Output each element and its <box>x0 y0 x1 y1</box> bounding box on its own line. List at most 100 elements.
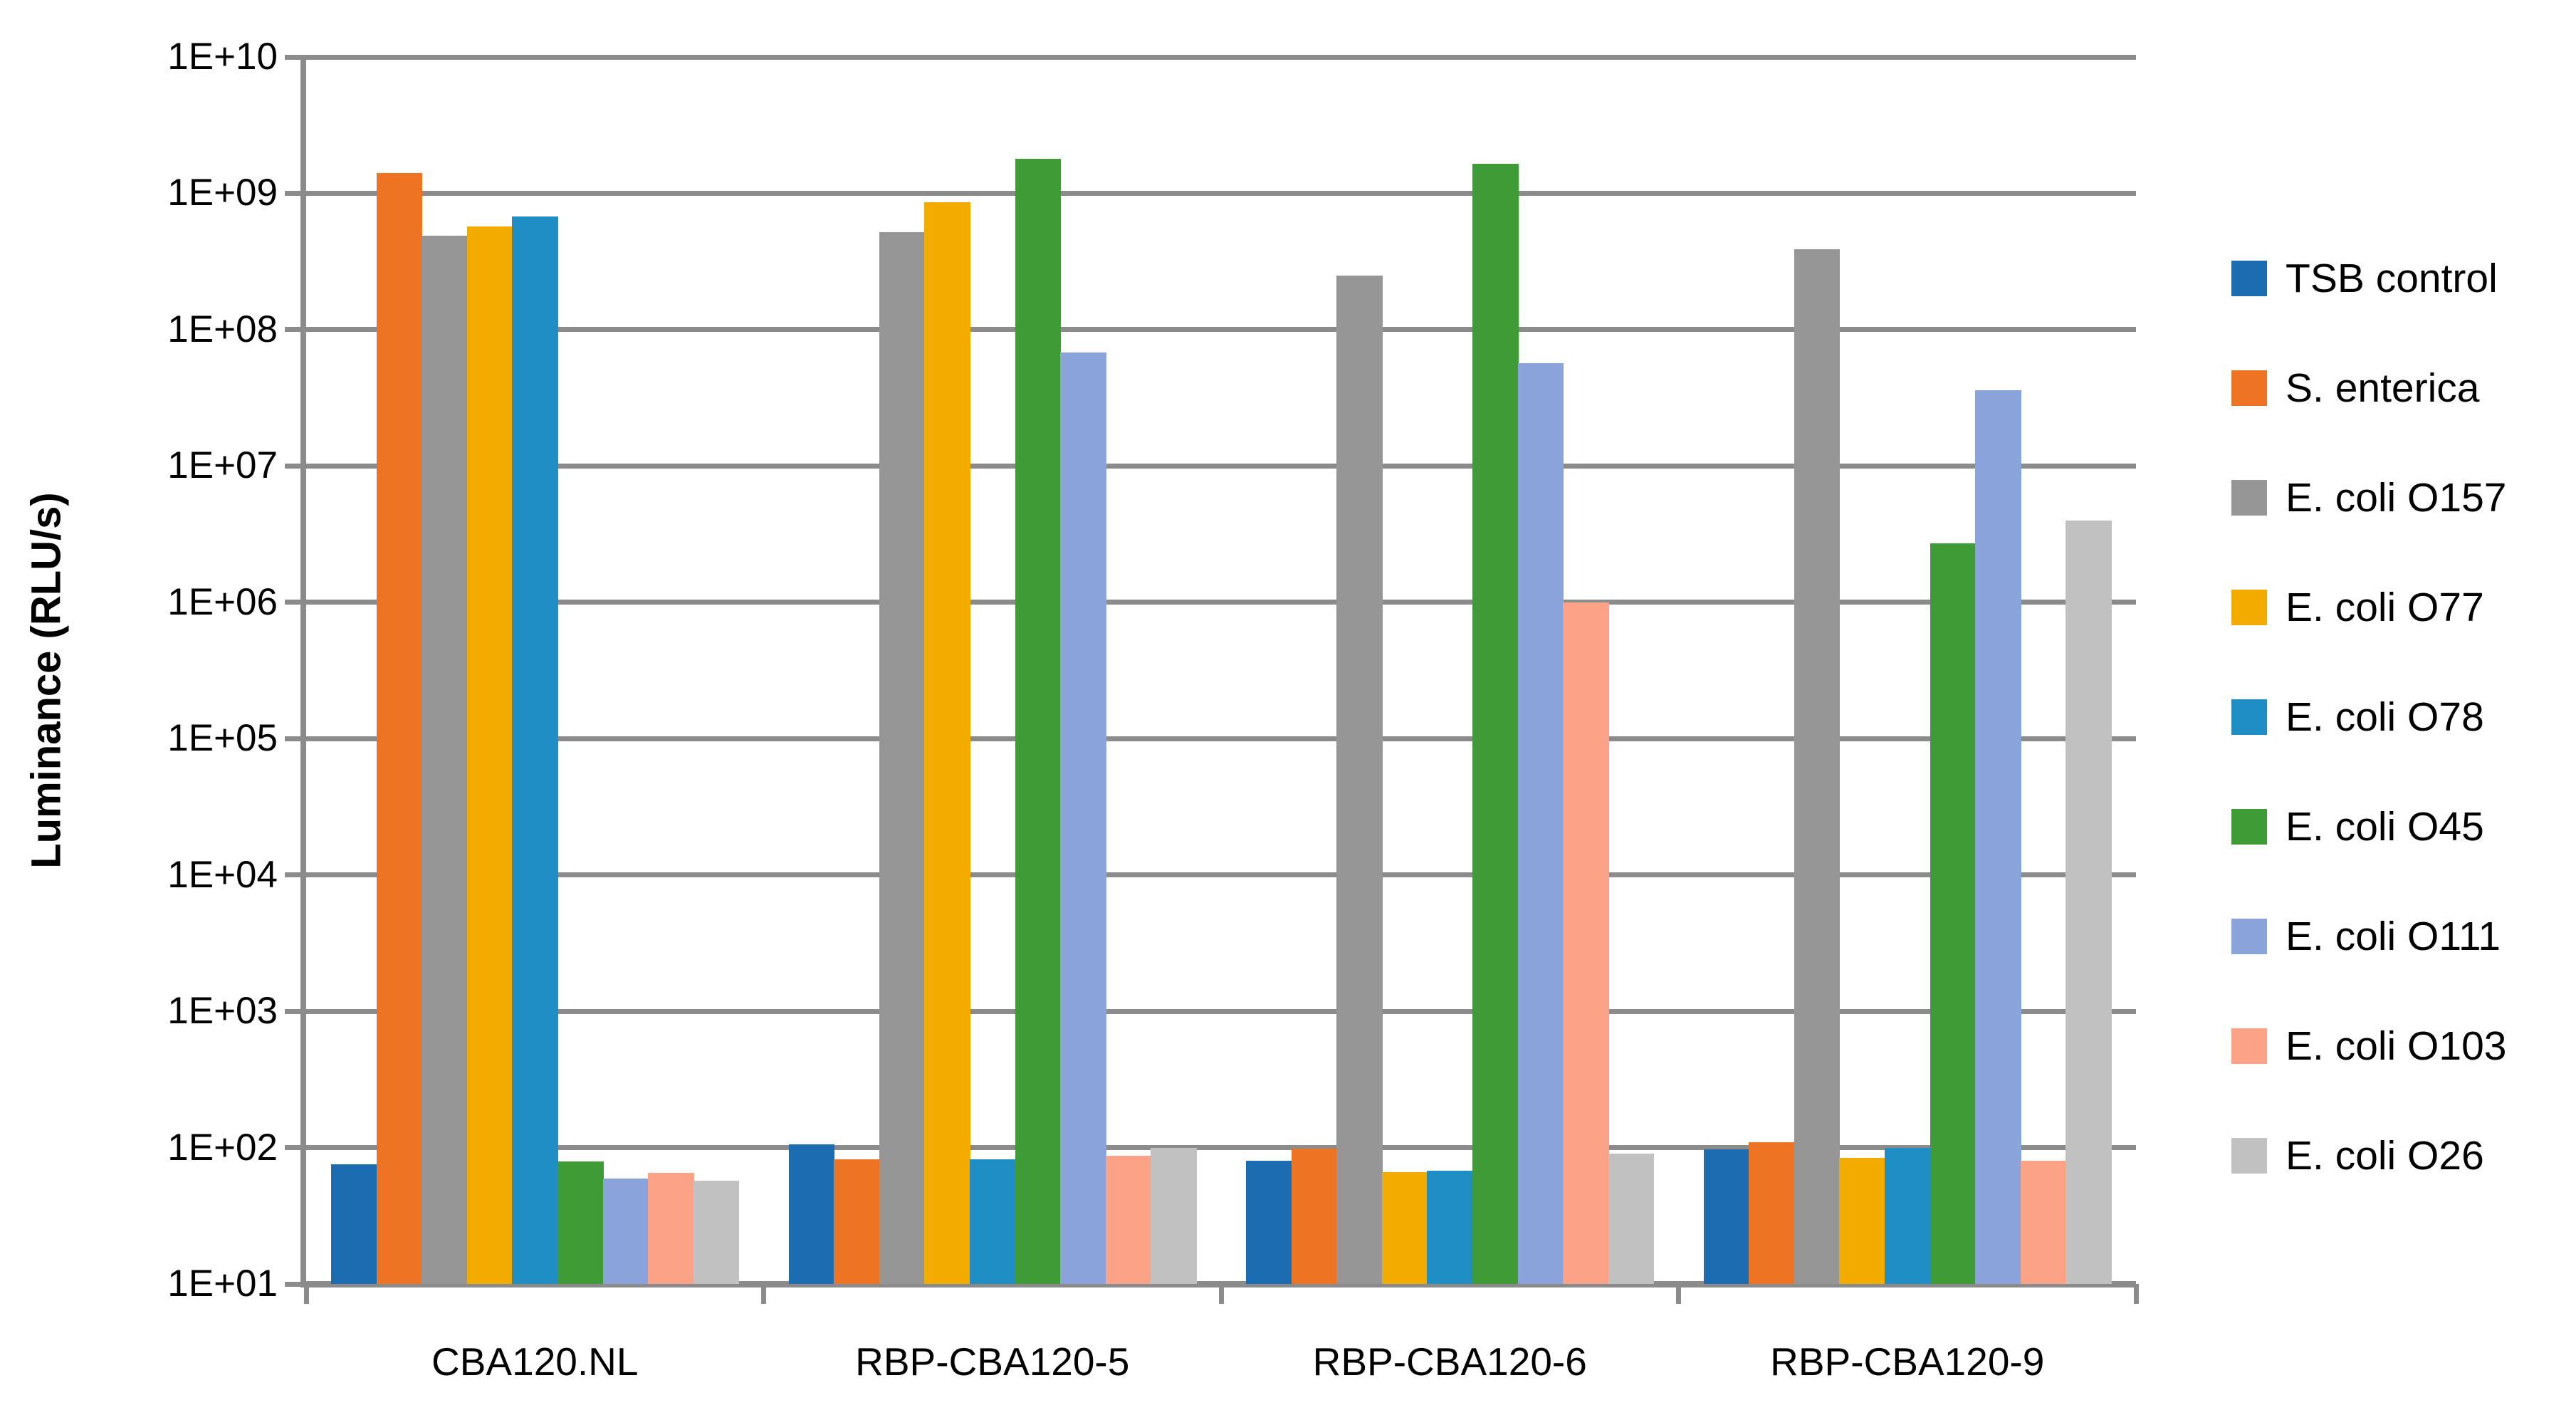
bar-e-coli-o78 <box>1884 1147 1931 1284</box>
bar-s-enterica <box>1291 1149 1338 1284</box>
legend-item: E. coli O45 <box>2231 804 2484 850</box>
legend-label: E. coli O78 <box>2286 694 2484 740</box>
legend-label: E. coli O103 <box>2286 1023 2507 1069</box>
legend-item: E. coli O103 <box>2231 1023 2507 1069</box>
bar-s-enterica <box>834 1159 880 1284</box>
gridline <box>306 463 2136 469</box>
bar-e-coli-o157 <box>422 235 468 1284</box>
y-tick-label: 1E+03 <box>167 990 278 1033</box>
y-tick-label: 1E+01 <box>167 1263 278 1305</box>
x-category-label: RBP-CBA120-6 <box>1312 1339 1587 1384</box>
x-axis-tick <box>761 1284 766 1304</box>
legend-label: S. enterica <box>2286 365 2480 411</box>
bar-e-coli-o78 <box>1427 1170 1474 1284</box>
y-axis-tick <box>285 1281 306 1287</box>
bar-tsb-control <box>788 1144 835 1284</box>
legend-item: E. coli O26 <box>2231 1133 2484 1179</box>
legend-swatch-icon <box>2231 699 2267 735</box>
bar-e-coli-o78 <box>512 216 559 1284</box>
y-axis-tick <box>285 872 306 878</box>
bar-e-coli-o26 <box>1151 1147 1197 1284</box>
y-axis-tick <box>285 736 306 741</box>
bar-e-coli-o111 <box>1975 390 2021 1284</box>
y-tick-label: 1E+09 <box>167 172 278 214</box>
bar-e-coli-o77 <box>924 202 970 1284</box>
legend-swatch-icon <box>2231 1028 2267 1064</box>
gridline <box>306 327 2136 333</box>
legend-item: E. coli O111 <box>2231 914 2501 959</box>
legend-label: TSB control <box>2286 256 2498 301</box>
x-axis-line <box>300 1281 2136 1288</box>
gridline <box>306 1145 2136 1151</box>
bar-e-coli-o157 <box>879 231 926 1284</box>
bar-e-coli-o103 <box>648 1173 694 1284</box>
y-axis-title: Luminance (RLU/s) <box>23 492 70 869</box>
x-axis-tick <box>303 1284 309 1304</box>
legend-swatch-icon <box>2231 919 2267 954</box>
legend-item: E. coli O78 <box>2231 694 2484 740</box>
legend-swatch-icon <box>2231 1138 2267 1174</box>
bar-e-coli-o77 <box>1381 1172 1428 1284</box>
bar-e-coli-o26 <box>1608 1154 1655 1284</box>
gridline <box>306 736 2136 741</box>
legend-item: S. enterica <box>2231 365 2480 411</box>
bar-e-coli-o45 <box>557 1161 604 1284</box>
x-axis-tick <box>1676 1284 1681 1304</box>
x-category-label: RBP-CBA120-9 <box>1770 1339 2045 1384</box>
y-axis-tick <box>285 600 306 605</box>
gridline <box>306 54 2136 60</box>
legend-label: E. coli O111 <box>2286 914 2501 959</box>
y-axis-tick <box>285 1008 306 1014</box>
bar-tsb-control <box>1246 1161 1292 1284</box>
y-tick-label: 1E+02 <box>167 1126 278 1169</box>
bar-e-coli-o78 <box>969 1159 1016 1284</box>
y-axis-line <box>300 57 306 1287</box>
y-tick-label: 1E+07 <box>167 444 278 487</box>
y-axis-tick <box>285 463 306 469</box>
bar-e-coli-o103 <box>2020 1161 2067 1284</box>
bar-e-coli-o45 <box>1015 158 1062 1284</box>
legend-swatch-icon <box>2231 370 2267 406</box>
bar-e-coli-o111 <box>602 1179 649 1284</box>
bar-e-coli-o77 <box>1839 1158 1885 1284</box>
legend-swatch-icon <box>2231 590 2267 625</box>
bar-e-coli-o103 <box>1105 1156 1152 1284</box>
legend-swatch-icon <box>2231 261 2267 296</box>
legend-item: E. coli O157 <box>2231 475 2507 521</box>
bar-e-coli-o45 <box>1472 163 1519 1284</box>
bar-tsb-control <box>1703 1149 1750 1284</box>
bar-e-coli-o157 <box>1336 275 1383 1284</box>
bar-e-coli-o111 <box>1060 352 1106 1284</box>
y-tick-label: 1E+05 <box>167 717 278 760</box>
legend-label: E. coli O77 <box>2286 585 2484 630</box>
gridline <box>306 190 2136 196</box>
y-axis-tick <box>285 327 306 333</box>
legend-label: E. coli O157 <box>2286 475 2507 521</box>
y-tick-label: 1E+06 <box>167 580 278 623</box>
legend-item: TSB control <box>2231 256 2498 301</box>
x-axis-tick <box>2133 1284 2139 1304</box>
x-category-label: CBA120.NL <box>431 1339 639 1384</box>
bar-e-coli-o26 <box>2065 520 2112 1284</box>
legend-swatch-icon <box>2231 480 2267 516</box>
legend-label: E. coli O45 <box>2286 804 2484 850</box>
bar-tsb-control <box>331 1164 377 1284</box>
y-tick-label: 1E+10 <box>167 36 278 78</box>
bar-s-enterica <box>1749 1142 1795 1284</box>
gridline <box>306 600 2136 605</box>
bar-e-coli-o103 <box>1563 602 1609 1284</box>
legend-label: E. coli O26 <box>2286 1133 2484 1179</box>
y-axis-tick <box>285 1145 306 1151</box>
bar-e-coli-o45 <box>1930 543 1976 1284</box>
y-axis-tick <box>285 190 306 196</box>
bar-e-coli-o111 <box>1517 362 1564 1284</box>
bar-e-coli-o77 <box>466 226 513 1284</box>
y-tick-label: 1E+08 <box>167 308 278 350</box>
y-axis-tick <box>285 54 306 60</box>
bar-e-coli-o157 <box>1794 249 1841 1284</box>
legend-item: E. coli O77 <box>2231 585 2484 630</box>
legend-swatch-icon <box>2231 809 2267 845</box>
x-axis-tick <box>1218 1284 1224 1304</box>
bar-s-enterica <box>376 173 423 1284</box>
